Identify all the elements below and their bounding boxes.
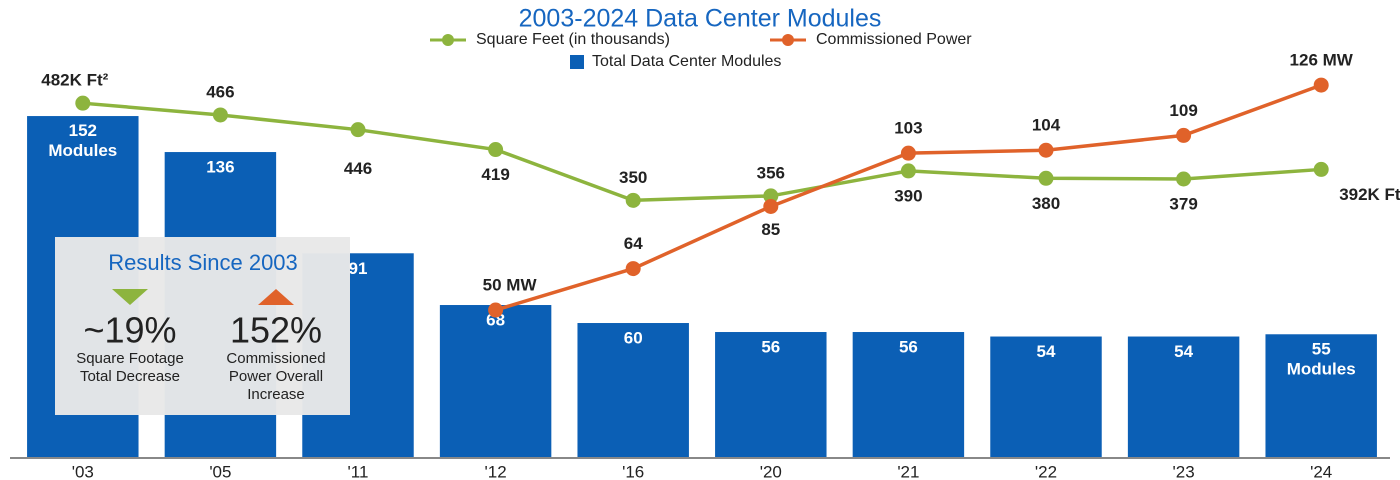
legend-swatch: [570, 55, 584, 69]
line-value-label: 85: [761, 220, 780, 239]
bar-value-label: 152 Modules: [48, 122, 117, 161]
line-value-label: 379: [1169, 194, 1197, 213]
bar: [852, 332, 965, 458]
bar-value-label: 136: [206, 158, 234, 177]
x-tick-label: '23: [1173, 462, 1195, 480]
series-marker: [1313, 77, 1329, 93]
x-tick-label: '05: [209, 462, 231, 480]
line-value-label: 466: [206, 82, 234, 101]
line-value-label: 50 MW: [483, 276, 538, 295]
bar-value-label: 54: [1037, 342, 1056, 361]
line-value-label: 356: [757, 163, 785, 182]
annotation-caption: Power Overall: [229, 368, 323, 385]
series-marker: [488, 142, 504, 158]
line-value-label: 103: [894, 119, 922, 138]
series-marker: [900, 145, 916, 161]
x-tick-label: '21: [897, 462, 919, 480]
bar: [577, 323, 689, 458]
x-tick-label: '12: [485, 462, 507, 480]
bar: [1127, 336, 1240, 458]
line-value-label: 392K Ft²: [1339, 185, 1400, 204]
bar-value-label: 56: [761, 338, 780, 357]
line-value-label: 104: [1032, 116, 1061, 135]
x-tick-label: '22: [1035, 462, 1057, 480]
series-marker: [625, 261, 641, 277]
series-marker: [1038, 142, 1054, 158]
line-value-label: 390: [894, 186, 922, 205]
bar-value-label: 60: [624, 329, 643, 348]
x-tick-label: '24: [1310, 462, 1332, 480]
bar-value-label: 56: [899, 338, 918, 357]
line-value-label: 64: [624, 234, 643, 253]
series-marker: [212, 107, 228, 123]
annotation-caption: Increase: [247, 386, 305, 403]
series-marker: [488, 302, 504, 318]
series-marker: [1313, 161, 1329, 177]
series-marker: [625, 192, 641, 208]
chart-title: 2003-2024 Data Center Modules: [519, 5, 882, 33]
legend-marker: [442, 34, 454, 46]
line-value-label: 446: [344, 159, 372, 178]
bar-value-label: 55 Modules: [1287, 340, 1356, 379]
annotation-caption: Total Decrease: [80, 368, 180, 385]
bar-value-label: 54: [1174, 342, 1193, 361]
line-value-label: 482K Ft²: [41, 71, 108, 90]
bar: [715, 332, 827, 458]
line-value-label: 419: [481, 165, 509, 184]
line-value-label: 380: [1032, 194, 1060, 213]
series-marker: [763, 198, 779, 214]
x-tick-label: '20: [760, 462, 782, 480]
annotation-arrow: [112, 289, 148, 305]
series-line: [82, 101, 1322, 203]
annotation-value: ~19%: [83, 310, 176, 351]
annotation-title: Results Since 2003: [108, 250, 298, 275]
series-marker: [1038, 170, 1054, 186]
bar-value-label: 91: [349, 259, 368, 278]
bar: [439, 305, 552, 458]
x-tick-label: '11: [348, 462, 369, 480]
annotation-caption: Square Footage: [76, 350, 184, 367]
series-marker: [1176, 127, 1192, 143]
annotation-value: 152%: [230, 310, 322, 351]
x-tick-label: '16: [622, 462, 644, 480]
legend-label: Commissioned Power: [816, 31, 972, 48]
x-tick-label: '03: [72, 462, 94, 480]
series-marker: [350, 122, 366, 138]
line-value-label: 350: [619, 168, 647, 187]
bar: [1265, 334, 1377, 458]
series-marker: [900, 163, 916, 179]
legend-label: Square Feet (in thousands): [476, 31, 670, 48]
bar: [990, 336, 1102, 458]
series-marker: [1176, 171, 1192, 187]
annotation-box: [55, 237, 350, 415]
series-marker: [75, 95, 91, 111]
legend-label: Total Data Center Modules: [592, 53, 781, 70]
series-marker: [763, 188, 779, 204]
line-value-label: 109: [1169, 101, 1197, 120]
annotation-arrow: [258, 289, 294, 305]
legend-marker: [782, 34, 794, 46]
annotation-caption: Commissioned: [226, 350, 325, 367]
line-value-label: 126 MW: [1290, 51, 1354, 70]
